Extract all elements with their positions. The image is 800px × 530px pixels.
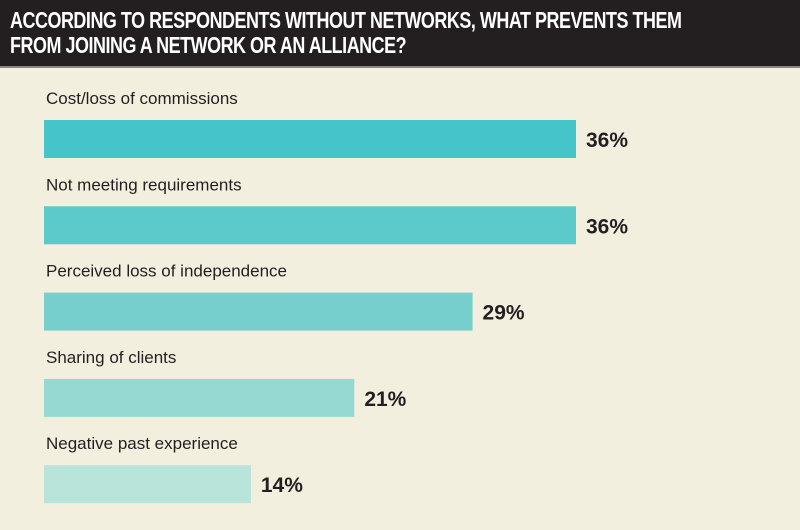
value-label: 29% xyxy=(483,302,525,325)
category-label: Perceived loss of independence xyxy=(46,262,287,281)
bar xyxy=(44,206,576,245)
category-label: Negative past experience xyxy=(46,434,238,453)
bar xyxy=(44,465,251,504)
bar xyxy=(44,292,473,331)
category-label: Sharing of clients xyxy=(46,348,176,367)
value-label: 14% xyxy=(261,474,303,497)
title-bar: ACCORDING TO RESPONDENTS WITHOUT NETWORK… xyxy=(0,0,800,68)
value-label: 21% xyxy=(364,388,406,411)
bar xyxy=(44,378,355,417)
bar xyxy=(44,120,576,158)
chart-title: ACCORDING TO RESPONDENTS WITHOUT NETWORK… xyxy=(10,7,682,58)
value-label: 36% xyxy=(586,129,628,152)
category-label: Cost/loss of commissions xyxy=(46,89,238,108)
category-label: Not meeting requirements xyxy=(46,175,242,194)
value-label: 36% xyxy=(586,215,628,238)
